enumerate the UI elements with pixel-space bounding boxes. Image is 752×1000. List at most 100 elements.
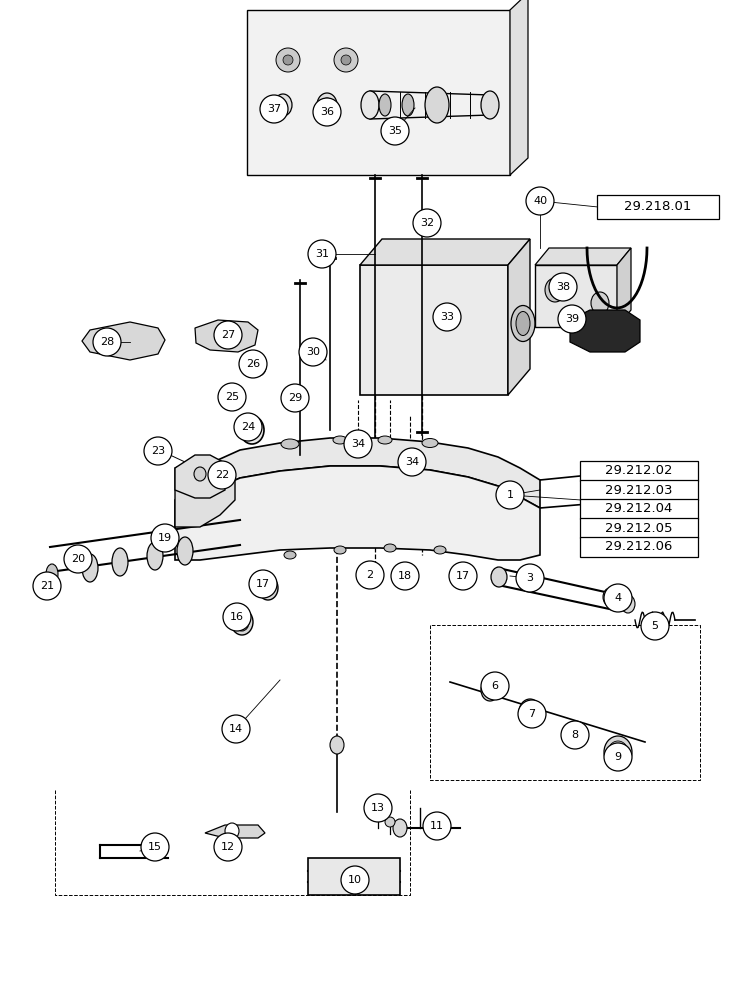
- Polygon shape: [308, 858, 400, 895]
- Ellipse shape: [240, 416, 264, 444]
- Text: 29.212.03: 29.212.03: [605, 484, 673, 496]
- Text: 29: 29: [288, 393, 302, 403]
- Circle shape: [218, 383, 246, 411]
- Ellipse shape: [112, 548, 128, 576]
- Text: 35: 35: [388, 126, 402, 136]
- Text: 29.218.01: 29.218.01: [624, 200, 692, 214]
- Text: 37: 37: [267, 104, 281, 114]
- Ellipse shape: [258, 576, 278, 600]
- Ellipse shape: [422, 438, 438, 448]
- Polygon shape: [175, 438, 540, 527]
- FancyBboxPatch shape: [580, 480, 698, 500]
- Circle shape: [496, 481, 524, 509]
- Circle shape: [391, 562, 419, 590]
- Circle shape: [413, 209, 441, 237]
- Text: 30: 30: [306, 347, 320, 357]
- Text: 3: 3: [526, 573, 533, 583]
- FancyBboxPatch shape: [580, 461, 698, 481]
- Ellipse shape: [481, 91, 499, 119]
- Text: 9: 9: [614, 752, 622, 762]
- Ellipse shape: [519, 699, 541, 725]
- Ellipse shape: [460, 571, 470, 585]
- Text: 6: 6: [492, 681, 499, 691]
- Circle shape: [518, 700, 546, 728]
- Text: 38: 38: [556, 282, 570, 292]
- Ellipse shape: [516, 312, 530, 336]
- Circle shape: [334, 48, 358, 72]
- Polygon shape: [247, 10, 510, 175]
- Ellipse shape: [333, 436, 347, 444]
- Text: 23: 23: [151, 446, 165, 456]
- Ellipse shape: [481, 679, 499, 701]
- Circle shape: [160, 447, 170, 457]
- Circle shape: [423, 812, 451, 840]
- Polygon shape: [535, 248, 631, 265]
- Circle shape: [341, 55, 351, 65]
- Ellipse shape: [594, 474, 608, 504]
- Ellipse shape: [608, 741, 628, 763]
- Ellipse shape: [322, 98, 332, 112]
- Circle shape: [516, 564, 544, 592]
- Text: 33: 33: [440, 312, 454, 322]
- Circle shape: [64, 545, 92, 573]
- Text: 29.212.06: 29.212.06: [605, 540, 673, 554]
- Ellipse shape: [384, 544, 396, 552]
- Circle shape: [141, 833, 169, 861]
- Circle shape: [398, 448, 426, 476]
- Ellipse shape: [221, 389, 243, 405]
- Text: 29.212.02: 29.212.02: [605, 464, 673, 478]
- Polygon shape: [205, 825, 265, 838]
- Circle shape: [33, 572, 61, 600]
- Text: 29.212.04: 29.212.04: [605, 502, 673, 516]
- Text: 4: 4: [614, 593, 622, 603]
- Text: 24: 24: [241, 422, 255, 432]
- Text: 22: 22: [215, 470, 229, 480]
- Ellipse shape: [456, 567, 474, 589]
- Circle shape: [356, 561, 384, 589]
- Text: 19: 19: [158, 533, 172, 543]
- FancyBboxPatch shape: [580, 537, 698, 557]
- Text: 31: 31: [315, 249, 329, 259]
- Text: 39: 39: [565, 314, 579, 324]
- Circle shape: [341, 866, 369, 894]
- Ellipse shape: [330, 736, 344, 754]
- Ellipse shape: [485, 684, 495, 696]
- Ellipse shape: [194, 467, 206, 481]
- Circle shape: [281, 384, 309, 412]
- Circle shape: [234, 413, 262, 441]
- Text: 40: 40: [533, 196, 547, 206]
- Circle shape: [313, 98, 341, 126]
- Text: 8: 8: [572, 730, 578, 740]
- Text: 13: 13: [371, 803, 385, 813]
- Circle shape: [276, 48, 300, 72]
- Text: 1: 1: [507, 490, 514, 500]
- Circle shape: [239, 350, 267, 378]
- Ellipse shape: [568, 727, 578, 739]
- Ellipse shape: [379, 94, 391, 116]
- Circle shape: [364, 794, 392, 822]
- Polygon shape: [175, 466, 540, 560]
- Text: 20: 20: [71, 554, 85, 564]
- Text: 36: 36: [320, 107, 334, 117]
- Ellipse shape: [334, 546, 346, 554]
- Circle shape: [208, 461, 236, 489]
- Circle shape: [214, 321, 242, 349]
- Ellipse shape: [274, 94, 292, 116]
- Text: 34: 34: [405, 457, 419, 467]
- Ellipse shape: [402, 94, 414, 116]
- Ellipse shape: [317, 93, 337, 117]
- Circle shape: [283, 55, 293, 65]
- Ellipse shape: [378, 436, 392, 444]
- Polygon shape: [617, 248, 631, 327]
- Circle shape: [144, 437, 172, 465]
- Ellipse shape: [225, 823, 239, 839]
- Ellipse shape: [245, 421, 259, 439]
- Circle shape: [373, 811, 383, 821]
- Ellipse shape: [434, 546, 446, 554]
- Polygon shape: [360, 265, 508, 395]
- Text: 18: 18: [398, 571, 412, 581]
- Ellipse shape: [235, 613, 249, 631]
- Ellipse shape: [564, 722, 582, 744]
- FancyBboxPatch shape: [597, 195, 719, 219]
- Ellipse shape: [425, 87, 449, 123]
